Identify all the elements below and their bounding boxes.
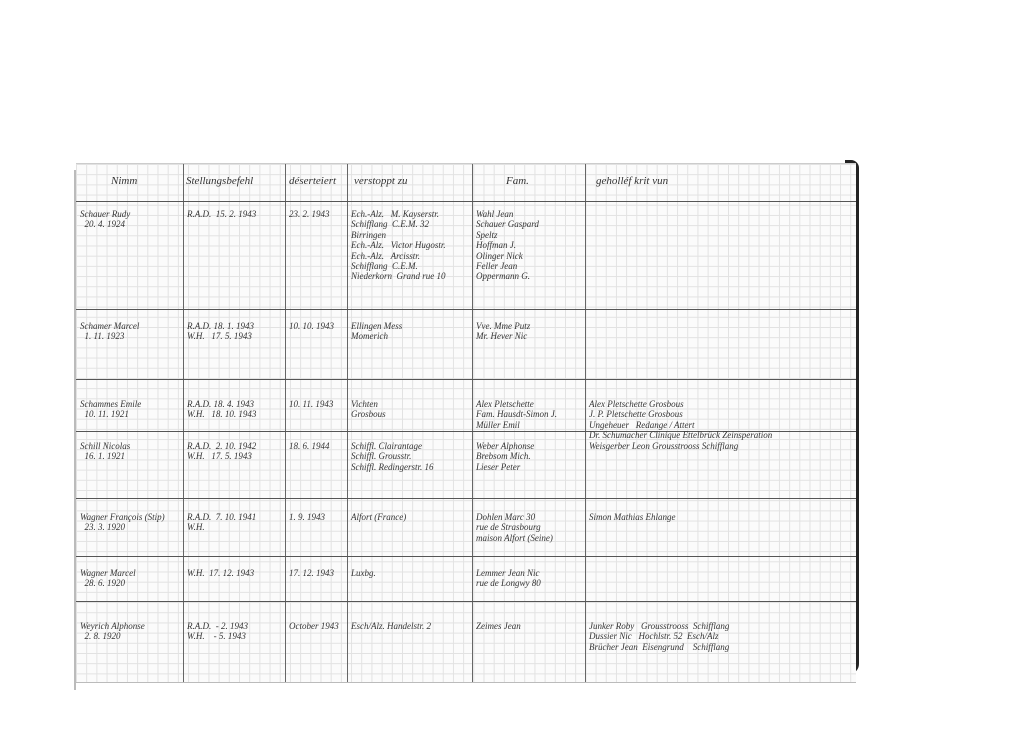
column-divider [183, 164, 184, 682]
cell-deserted: 18. 6. 1944 [289, 441, 330, 451]
row-divider [76, 379, 856, 380]
cell-name: Wagner Marcel 28. 6. 1920 [80, 568, 136, 589]
cell-order: R.A.D. 18. 1. 1943 W.H. 17. 5. 1943 [187, 321, 254, 342]
cell-helped: Alex Pletschette Grosbous J. P. Pletsche… [589, 399, 773, 441]
cell-helped: Junker Roby Grousstrooss Schifflang Duss… [589, 621, 730, 652]
column-divider [585, 164, 586, 682]
cell-family: Weber Alphonse Brebsom Mich. Lieser Pete… [476, 441, 535, 472]
column-header: déserteiert [289, 175, 337, 187]
cell-name: Schammes Emile 10. 11. 1921 [80, 399, 142, 420]
cell-deserted: 17. 12. 1943 [289, 568, 334, 578]
cell-hidden: Ech.-Alz. M. Kayserstr. Schifflang C.E.M… [351, 209, 446, 282]
cell-family: Wahl Jean Schauer Gaspard Speltz Hoffman… [476, 209, 539, 282]
column-header: Nimm [111, 175, 138, 187]
register-sheet: Nimm Stellungsbefehl déserteiert verstoppt … [76, 163, 856, 683]
column-header: geholléf krit vun [596, 175, 669, 187]
cell-order: R.A.D. 15. 2. 1943 [187, 209, 257, 219]
cell-family: Lemmer Jean Nic rue de Longwy 80 [476, 568, 541, 589]
cell-deserted: October 1943 [289, 621, 339, 631]
cell-order: R.A.D. 2. 10. 1942 W.H. 17. 5. 1943 [187, 441, 257, 462]
cell-deserted: 23. 2. 1943 [289, 209, 330, 219]
cell-order: R.A.D. - 2. 1943 W.H. - 5. 1943 [187, 621, 248, 642]
row-divider [76, 498, 856, 499]
cell-order: W.H. 17. 12. 1943 [187, 568, 255, 578]
row-divider [76, 431, 856, 432]
column-divider [285, 164, 286, 682]
cell-helped: Simon Mathias Ehlange [589, 512, 676, 522]
cell-family: Zeimes Jean [476, 621, 521, 631]
cell-hidden: Vichten Grosbous [351, 399, 386, 420]
cell-hidden: Alfort (France) [351, 512, 407, 522]
row-divider [76, 201, 856, 202]
cell-hidden: Schiffl. Clairantage Schiffl. Grousstr. … [351, 441, 434, 472]
row-divider [76, 309, 856, 310]
cell-name: Wagner François (Stip) 23. 3. 1920 [80, 512, 165, 533]
column-divider [347, 164, 348, 682]
cell-hidden: Ellingen Mess Momerich [351, 321, 403, 342]
cell-family: Vve. Mme Putz Mr. Hever Nic [476, 321, 531, 342]
column-header: verstoppt zu [354, 175, 408, 187]
cell-name: Weyrich Alphonse 2. 8. 1920 [80, 621, 145, 642]
page-edge [74, 170, 76, 690]
cell-helped: Weisgerber Leon Grousstrooss Schifflang [589, 441, 739, 451]
row-divider [76, 556, 856, 557]
column-header: Fam. [506, 175, 529, 187]
cell-name: Schill Nicolas 16. 1. 1921 [80, 441, 131, 462]
column-header: Stellungsbefehl [186, 175, 254, 187]
row-divider [76, 601, 856, 602]
cell-hidden: Luxbg. [351, 568, 376, 578]
cell-order: R.A.D. 7. 10. 1941 W.H. [187, 512, 257, 533]
cell-deserted: 10. 11. 1943 [289, 399, 334, 409]
cell-family: Dohlen Marc 30 rue de Strasbourg maison … [476, 512, 553, 543]
cell-deserted: 10. 10. 1943 [289, 321, 334, 331]
column-divider [472, 164, 473, 682]
cell-family: Alex Pletschette Fam. Hausdt-Simon J. Mü… [476, 399, 557, 430]
cell-deserted: 1. 9. 1943 [289, 512, 325, 522]
cell-order: R.A.D. 18. 4. 1943 W.H. 18. 10. 1943 [187, 399, 257, 420]
cell-name: Schauer Rudy 20. 4. 1924 [80, 209, 131, 230]
cell-name: Schamer Marcel 1. 11. 1923 [80, 321, 140, 342]
cell-hidden: Esch/Alz. Handelstr. 2 [351, 621, 431, 631]
